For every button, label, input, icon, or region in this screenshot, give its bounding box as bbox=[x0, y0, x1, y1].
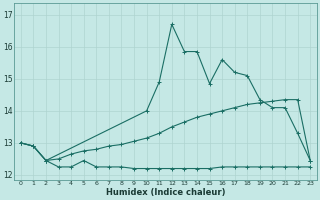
X-axis label: Humidex (Indice chaleur): Humidex (Indice chaleur) bbox=[106, 188, 225, 197]
